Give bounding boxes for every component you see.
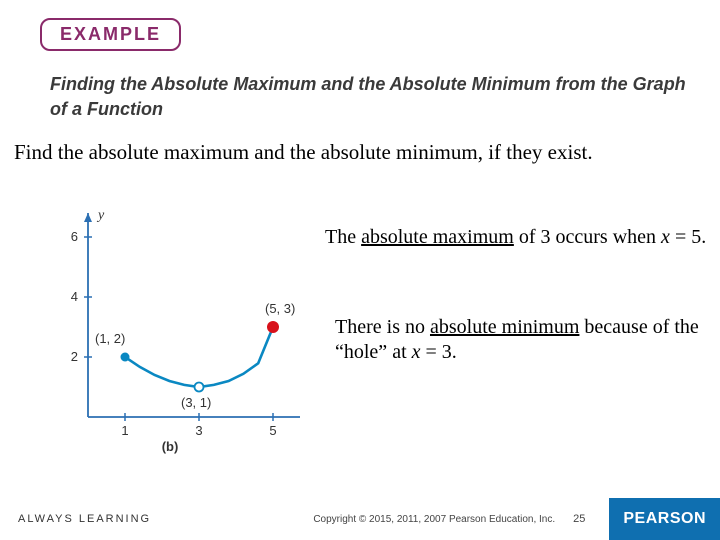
c1-end: = 5. [670,226,706,248]
c1-var: x [661,226,670,248]
c1-pre: The [325,226,361,248]
svg-text:(5, 3): (5, 3) [265,301,295,316]
slide-subtitle: Finding the Absolute Maximum and the Abs… [50,72,690,122]
svg-text:(b): (b) [162,439,179,454]
example-badge: EXAMPLE [40,18,181,51]
svg-text:y: y [96,208,105,223]
problem-statement: Find the absolute maximum and the absolu… [14,140,593,165]
c2-var: x [412,341,421,363]
svg-text:6: 6 [71,229,78,244]
slide-footer: ALWAYS LEARNING Copyright © 2015, 2011, … [0,498,720,540]
copyright-text: Copyright © 2015, 2011, 2007 Pearson Edu… [313,514,555,525]
callout-absolute-min: There is no absolute minimum because of … [335,315,720,365]
svg-text:4: 4 [71,289,78,304]
callout-absolute-max: The absolute maximum of 3 occurs when x … [325,225,706,250]
pearson-logo: PEARSON [609,498,720,540]
c1-post: of 3 occurs when [514,226,661,248]
slide-number: 25 [573,513,585,525]
example-badge-text: EXAMPLE [60,24,161,44]
c2-mid: absolute minimum [430,316,579,338]
c2-end: = 3. [421,341,457,363]
svg-text:1: 1 [121,423,128,438]
svg-text:2: 2 [71,349,78,364]
svg-text:(3, 1): (3, 1) [181,395,211,410]
always-learning-text: ALWAYS LEARNING [18,513,151,525]
c2-pre: There is no [335,316,430,338]
svg-text:5: 5 [269,423,276,438]
svg-text:(1, 2): (1, 2) [95,331,125,346]
svg-text:3: 3 [195,423,202,438]
graph-figure: 135246xy(1, 2)(5, 3)(3, 1)(b) [40,195,300,455]
c1-mid: absolute maximum [361,226,514,248]
